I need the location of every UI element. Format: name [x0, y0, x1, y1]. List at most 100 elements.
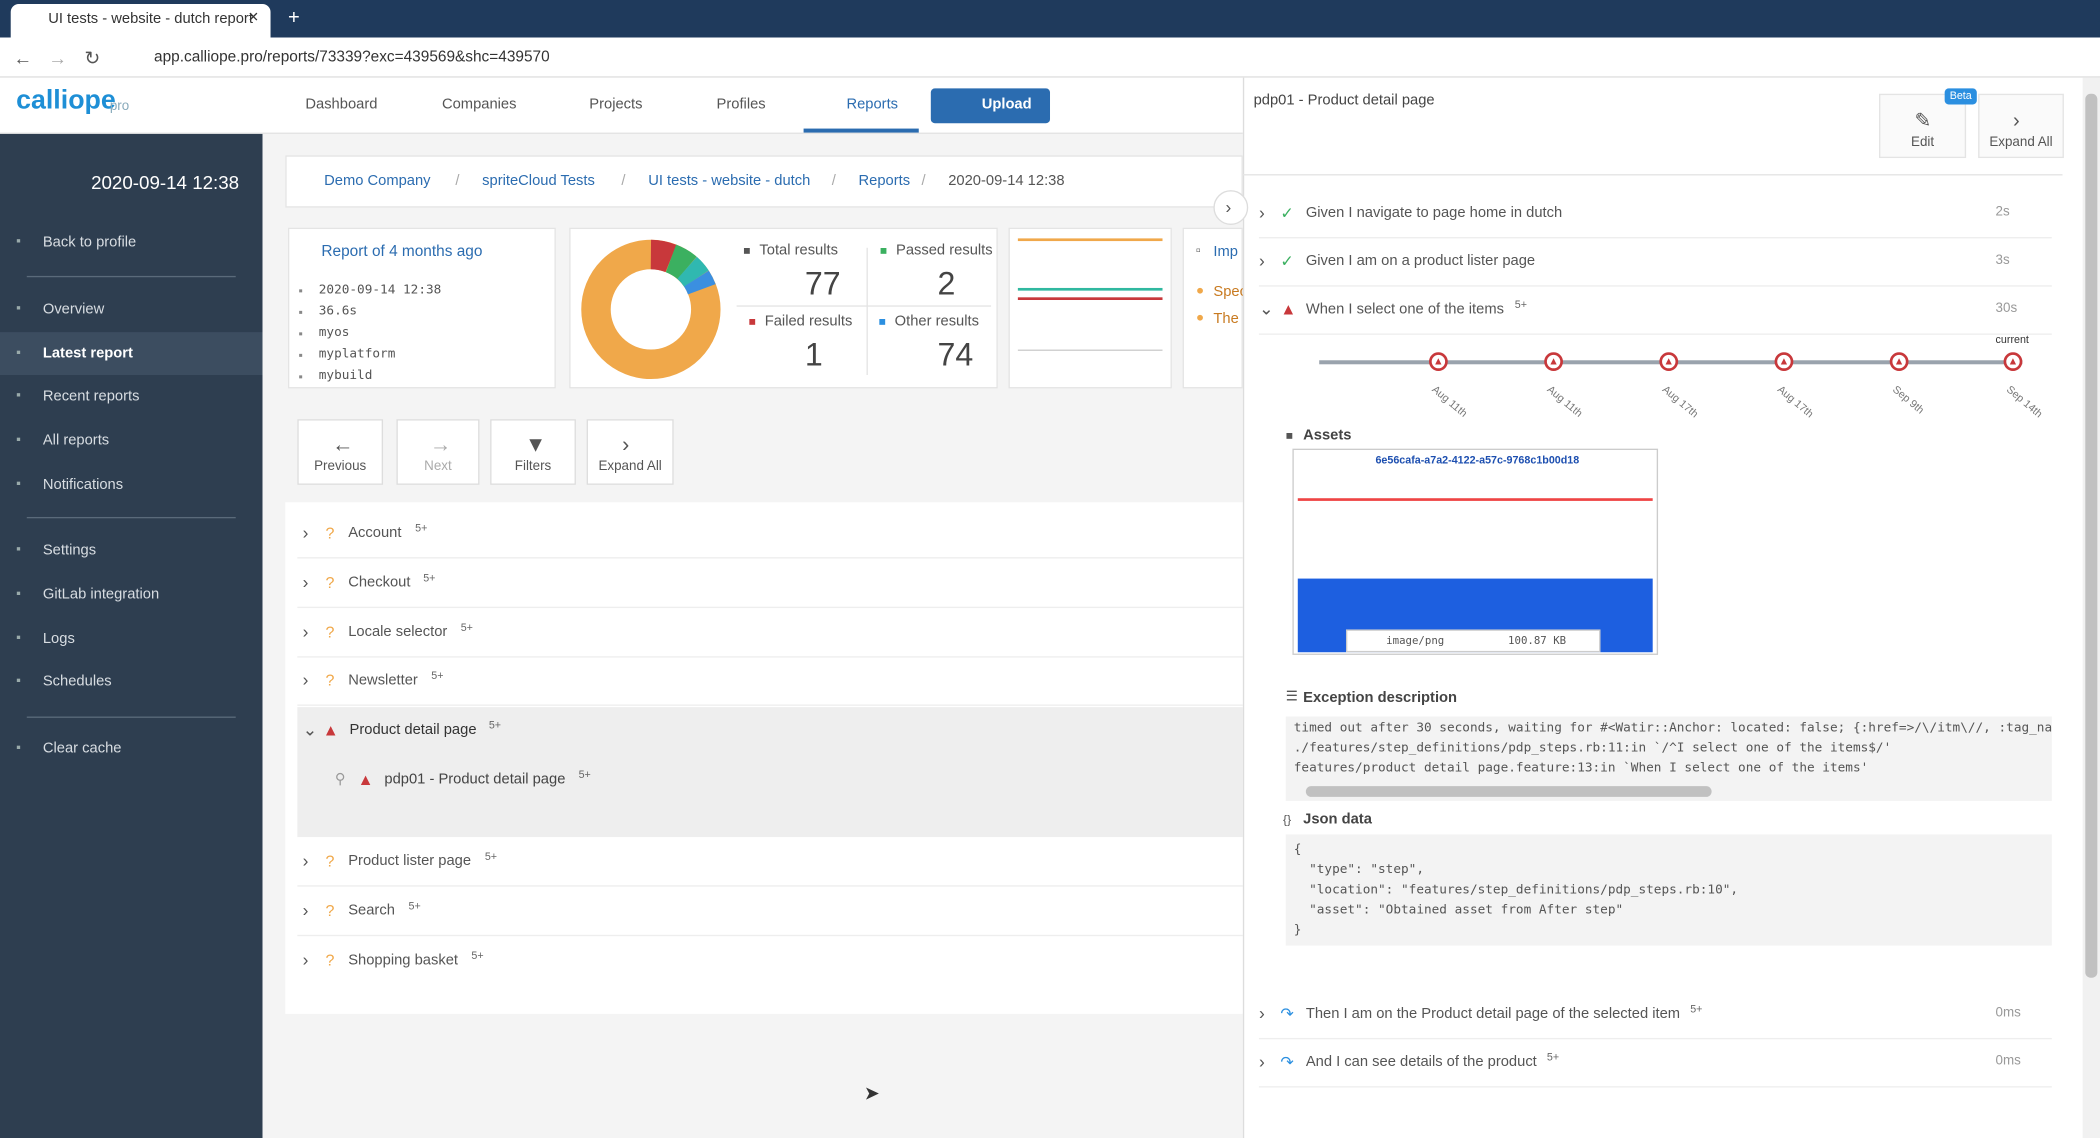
- json-box: [1285, 834, 2052, 946]
- step-divider: [1258, 237, 2052, 239]
- icon: ›: [302, 571, 309, 592]
- tab-title[interactable]: UI tests - website - dutch report: [48, 10, 253, 27]
- panel-button[interactable]: [1978, 93, 2064, 159]
- stat-value: 74: [937, 337, 974, 374]
- nav-upload[interactable]: Upload: [981, 96, 1032, 113]
- separator: [26, 516, 236, 519]
- nav-item[interactable]: Companies: [441, 96, 517, 113]
- stat-value: 2: [937, 266, 956, 303]
- icon: ■: [743, 243, 751, 258]
- icon: ☰: [1285, 689, 1298, 705]
- active-item: [0, 332, 263, 376]
- toolbar-button[interactable]: [396, 419, 480, 485]
- breadcrumb-item[interactable]: Demo Company: [324, 172, 431, 189]
- icon: {}: [1283, 812, 1292, 827]
- sidebar-item[interactable]: Recent reports: [42, 388, 140, 405]
- feature-name[interactable]: Locale selector: [348, 624, 448, 641]
- timeline-marker: [2003, 352, 2023, 371]
- breadcrumb-item[interactable]: UI tests - website - dutch: [648, 172, 811, 189]
- upload-button[interactable]: [930, 88, 1051, 124]
- toolbar-button[interactable]: [490, 419, 576, 485]
- step-text[interactable]: Given I navigate to page home in dutch: [1305, 204, 1563, 221]
- toolbar-button[interactable]: [586, 419, 674, 485]
- breadcrumb-item[interactable]: Reports: [858, 172, 911, 189]
- trend-line: [1017, 349, 1163, 351]
- sidebar-item[interactable]: Notifications: [42, 476, 124, 493]
- sidebar-item[interactable]: Logs: [42, 630, 75, 647]
- toolbar-label[interactable]: Expand All: [598, 459, 662, 475]
- side-label: The: [1213, 310, 1239, 327]
- report-heading[interactable]: Report of 4 months ago: [321, 243, 483, 260]
- url[interactable]: app.calliope.pro/reports/73339?exc=43956…: [154, 49, 550, 66]
- panel-button-label[interactable]: Expand All: [1989, 135, 2053, 151]
- icon: ▪: [16, 586, 21, 602]
- sidebar-item[interactable]: Settings: [42, 542, 97, 559]
- icon: ›: [622, 433, 630, 457]
- panel-title: pdp01 - Product detail page: [1253, 92, 1435, 109]
- step-text[interactable]: Given I am on a product lister page: [1305, 253, 1536, 270]
- step-text[interactable]: And I can see details of the product: [1305, 1054, 1537, 1071]
- icon: ›: [302, 850, 309, 871]
- icon: ⌄: [302, 719, 318, 740]
- icon: ›: [302, 522, 309, 543]
- icon: ▪: [16, 432, 21, 448]
- side-card: [1182, 227, 1243, 389]
- icon: /: [455, 172, 460, 189]
- nav-item[interactable]: Dashboard: [305, 96, 378, 113]
- timeline-marker: [1659, 352, 1679, 371]
- icon: ▪: [16, 630, 21, 646]
- toolbar-label[interactable]: Filters: [514, 459, 552, 475]
- tab[interactable]: [10, 4, 271, 38]
- sidebar-item[interactable]: Overview: [42, 301, 105, 318]
- icon: ›: [1258, 1051, 1265, 1072]
- sidebar-item[interactable]: Schedules: [42, 673, 112, 690]
- nav-item[interactable]: Profiles: [716, 96, 766, 113]
- trend-line: [1017, 297, 1163, 301]
- logo: calliope: [16, 85, 116, 116]
- step-duration: 30s: [1995, 301, 2018, 317]
- expanded-bg: [297, 707, 1243, 838]
- icon: →: [429, 433, 452, 457]
- sidebar-item[interactable]: GitLab integration: [42, 586, 160, 603]
- feature-name[interactable]: Search: [348, 902, 395, 919]
- icon: /: [621, 172, 626, 189]
- icon: ▪: [298, 348, 303, 362]
- sidebar-item[interactable]: Back to profile: [42, 234, 137, 251]
- icon: ?: [325, 523, 335, 543]
- exception-line: timed out after 30 seconds, waiting for …: [1293, 720, 2053, 736]
- asset-info: [1345, 629, 1601, 653]
- feature-name[interactable]: Newsletter: [348, 672, 418, 689]
- toolbar-label[interactable]: Previous: [314, 459, 367, 475]
- sidebar-item[interactable]: Clear cache: [42, 740, 122, 757]
- step-text[interactable]: Then I am on the Product detail page of …: [1305, 1005, 1681, 1022]
- nav-item[interactable]: Projects: [589, 96, 643, 113]
- stat-value: 77: [804, 266, 841, 303]
- report-meta: myos: [318, 325, 350, 341]
- icon: ?: [325, 670, 335, 690]
- panel-button-label[interactable]: Edit: [1911, 135, 1935, 151]
- sidebar-item[interactable]: Latest report: [42, 345, 133, 362]
- stat-value: 1: [804, 337, 823, 374]
- icon: ▪: [16, 476, 21, 492]
- report-meta: 2020-09-14 12:38: [318, 282, 442, 298]
- icon: ›: [1258, 202, 1265, 223]
- icon: ▪: [298, 305, 303, 319]
- stat-label: Other results: [894, 313, 979, 330]
- feature-name[interactable]: Account: [348, 525, 402, 542]
- breadcrumb-item[interactable]: spriteCloud Tests: [482, 172, 595, 189]
- feature-name[interactable]: Product lister page: [348, 853, 472, 870]
- step-text[interactable]: When I select one of the items: [1305, 301, 1504, 318]
- icon: ▫: [1195, 243, 1201, 259]
- sidebar-item[interactable]: All reports: [42, 432, 110, 449]
- icon: ▲: [1778, 354, 1790, 367]
- toolbar-button[interactable]: [297, 419, 384, 485]
- stat-divider: [866, 247, 868, 376]
- collapse-button[interactable]: [1213, 190, 1249, 226]
- nav-item[interactable]: Reports: [846, 96, 899, 113]
- feature-name[interactable]: Checkout: [348, 574, 411, 591]
- scenario-name[interactable]: pdp01 - Product detail page: [384, 771, 566, 788]
- icon: ▲: [322, 720, 339, 740]
- feature-name[interactable]: Product detail page: [349, 721, 477, 738]
- toolbar-label[interactable]: Next: [424, 459, 452, 475]
- feature-name[interactable]: Shopping basket: [348, 952, 458, 969]
